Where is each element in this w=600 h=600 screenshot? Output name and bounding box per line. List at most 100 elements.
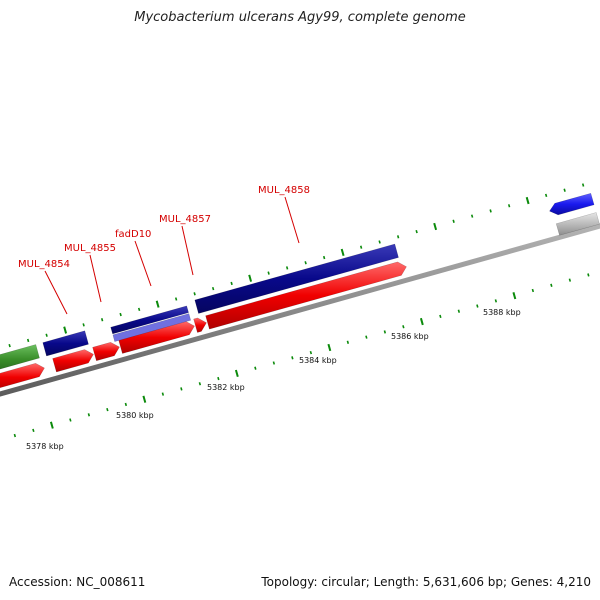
tick-mark bbox=[476, 304, 479, 308]
tick-mark bbox=[230, 281, 233, 286]
cds-arrow bbox=[0, 363, 45, 389]
tick-mark bbox=[161, 392, 165, 396]
tick-mark bbox=[45, 333, 48, 337]
cds-arrow bbox=[92, 342, 120, 362]
tick-mark bbox=[119, 312, 122, 317]
tick-mark bbox=[470, 214, 474, 218]
tick-mark bbox=[433, 222, 438, 231]
tick-mark bbox=[359, 245, 363, 249]
leader-line bbox=[89, 254, 102, 303]
leader-line bbox=[44, 270, 68, 315]
tick-mark bbox=[291, 356, 294, 360]
tick-label: 5380 kbp bbox=[116, 411, 154, 420]
label-leader-lines bbox=[44, 196, 300, 315]
tick-mark bbox=[155, 300, 160, 308]
tick-mark bbox=[340, 248, 345, 257]
tick-label: 5382 kbp bbox=[207, 383, 245, 392]
backbone-line bbox=[0, 223, 600, 397]
tick-mark bbox=[142, 395, 147, 403]
tick-mark bbox=[82, 323, 85, 327]
tick-mark bbox=[180, 387, 183, 391]
tick-mark bbox=[452, 219, 455, 223]
leader-line bbox=[181, 225, 194, 276]
tick-mark bbox=[402, 325, 405, 329]
tick-mark bbox=[550, 283, 553, 287]
tick-mark bbox=[415, 229, 418, 234]
tick-mark bbox=[13, 433, 17, 438]
genome-backbone bbox=[0, 223, 600, 397]
tick-mark bbox=[419, 317, 424, 326]
gene-labels: MUL_4854 MUL_4855 fadD10 MUL_4857 MUL_4858 bbox=[18, 185, 310, 270]
outer-tick-marks bbox=[8, 183, 585, 348]
map-title: Mycobacterium ulcerans Agy99, complete g… bbox=[134, 10, 466, 25]
cds-arrow bbox=[193, 317, 207, 333]
tick-mark bbox=[267, 271, 270, 275]
tick-mark bbox=[285, 266, 289, 270]
tick-mark bbox=[544, 193, 548, 198]
cds-arrow bbox=[205, 261, 407, 330]
tick-label: 5378 kbp bbox=[26, 442, 64, 451]
tick-mark bbox=[137, 307, 141, 312]
gene-label: MUL_4858 bbox=[258, 185, 310, 196]
tick-label: 5384 kbp bbox=[299, 356, 337, 365]
gene-box bbox=[112, 313, 192, 342]
leader-line bbox=[284, 196, 300, 244]
leader-line bbox=[134, 240, 152, 287]
topology-summary: Topology: circular; Length: 5,631,606 bp… bbox=[261, 575, 591, 589]
tick-mark bbox=[494, 299, 498, 303]
gene-box bbox=[42, 330, 89, 357]
gene-label: MUL_4855 bbox=[64, 243, 116, 254]
tick-mark bbox=[378, 240, 381, 244]
tick-label: 5388 kbp bbox=[483, 308, 521, 317]
tick-mark bbox=[309, 350, 313, 355]
tick-mark bbox=[26, 338, 30, 343]
gene-label: MUL_4854 bbox=[18, 259, 70, 270]
tick-label: 5386 kbp bbox=[391, 332, 429, 341]
tick-mark bbox=[198, 382, 202, 386]
tick-mark bbox=[217, 376, 220, 381]
tick-mark bbox=[211, 286, 215, 291]
tick-mark bbox=[304, 261, 307, 265]
feature-arrow-left bbox=[549, 192, 595, 216]
gene-box bbox=[110, 305, 189, 335]
tick-mark bbox=[383, 330, 387, 334]
feature-track bbox=[0, 192, 600, 389]
gene-box bbox=[194, 243, 399, 314]
tick-mark bbox=[396, 235, 400, 239]
tick-labels: 5378 kbp 5380 kbp 5382 kbp 5384 kbp 5386 kbp… bbox=[26, 308, 521, 451]
tick-mark bbox=[193, 292, 196, 296]
tick-mark bbox=[507, 204, 511, 208]
tick-mark bbox=[525, 196, 530, 205]
tick-mark bbox=[100, 318, 104, 322]
cds-arrow bbox=[52, 349, 94, 373]
gene-label: MUL_4857 bbox=[159, 214, 211, 225]
tick-mark bbox=[174, 297, 178, 301]
tick-mark bbox=[234, 369, 239, 378]
tick-mark bbox=[568, 278, 572, 282]
tick-mark bbox=[106, 407, 109, 412]
tick-mark bbox=[254, 366, 257, 370]
tick-mark bbox=[322, 255, 326, 260]
tick-mark bbox=[8, 343, 11, 348]
tick-mark bbox=[489, 209, 492, 213]
rna-box bbox=[0, 344, 40, 370]
tick-mark bbox=[439, 314, 442, 319]
gene-label: fadD10 bbox=[115, 229, 151, 240]
inner-tick-marks bbox=[13, 273, 590, 438]
tick-mark bbox=[563, 188, 566, 192]
tick-mark bbox=[69, 418, 72, 422]
accession-text: Accession: NC_008611 bbox=[9, 575, 146, 589]
tick-mark bbox=[124, 402, 128, 407]
tick-mark bbox=[512, 292, 517, 300]
tick-mark bbox=[49, 421, 54, 429]
tick-mark bbox=[32, 428, 35, 433]
tick-mark bbox=[327, 343, 332, 352]
tick-mark bbox=[248, 274, 253, 282]
tick-mark bbox=[587, 273, 590, 277]
tick-mark bbox=[272, 361, 276, 365]
tick-mark bbox=[346, 340, 350, 344]
tick-mark bbox=[457, 309, 461, 313]
tick-mark bbox=[365, 335, 368, 339]
tick-mark bbox=[87, 413, 91, 417]
